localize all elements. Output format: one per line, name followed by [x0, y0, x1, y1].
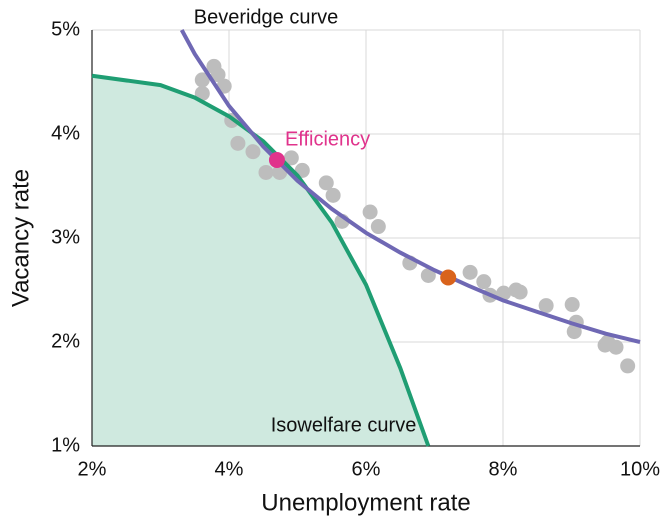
data-point — [564, 297, 580, 313]
data-point — [194, 85, 210, 101]
data-point — [258, 164, 274, 180]
y-tick-label: 5% — [51, 18, 80, 40]
data-point — [370, 219, 386, 235]
x-tick-label: 2% — [78, 458, 107, 480]
y-tick-label: 2% — [51, 330, 80, 352]
data-point — [283, 150, 299, 166]
data-point — [245, 144, 261, 160]
annotation-point — [268, 152, 285, 168]
curve-label: Isowelfare curve — [271, 414, 417, 436]
data-point — [462, 264, 478, 280]
y-tick-label: 3% — [51, 226, 80, 248]
data-point — [620, 358, 636, 374]
data-point — [194, 72, 210, 88]
y-axis-title: Vacancy rate — [7, 169, 34, 307]
data-point — [496, 285, 512, 301]
x-tick-label: 8% — [489, 458, 518, 480]
data-point — [512, 284, 528, 300]
data-point — [210, 67, 226, 83]
curve-area — [92, 75, 429, 446]
data-point — [476, 274, 492, 290]
highlight-point — [440, 269, 457, 286]
x-tick-label: 10% — [620, 458, 660, 480]
data-point — [420, 267, 436, 283]
x-tick-label: 6% — [352, 458, 381, 480]
data-point — [325, 187, 341, 203]
data-point — [608, 339, 624, 355]
annotation-label: Efficiency — [285, 128, 370, 150]
y-tick-label: 4% — [51, 122, 80, 144]
x-tick-label: 4% — [215, 458, 244, 480]
y-tick-label: 1% — [51, 434, 80, 456]
data-point — [230, 135, 246, 151]
curve-line — [179, 29, 641, 344]
x-axis-title: Unemployment rate — [261, 489, 470, 516]
data-point — [538, 298, 554, 314]
curve-label: Beveridge curve — [194, 6, 339, 28]
data-point — [318, 175, 334, 191]
data-point — [362, 204, 378, 220]
